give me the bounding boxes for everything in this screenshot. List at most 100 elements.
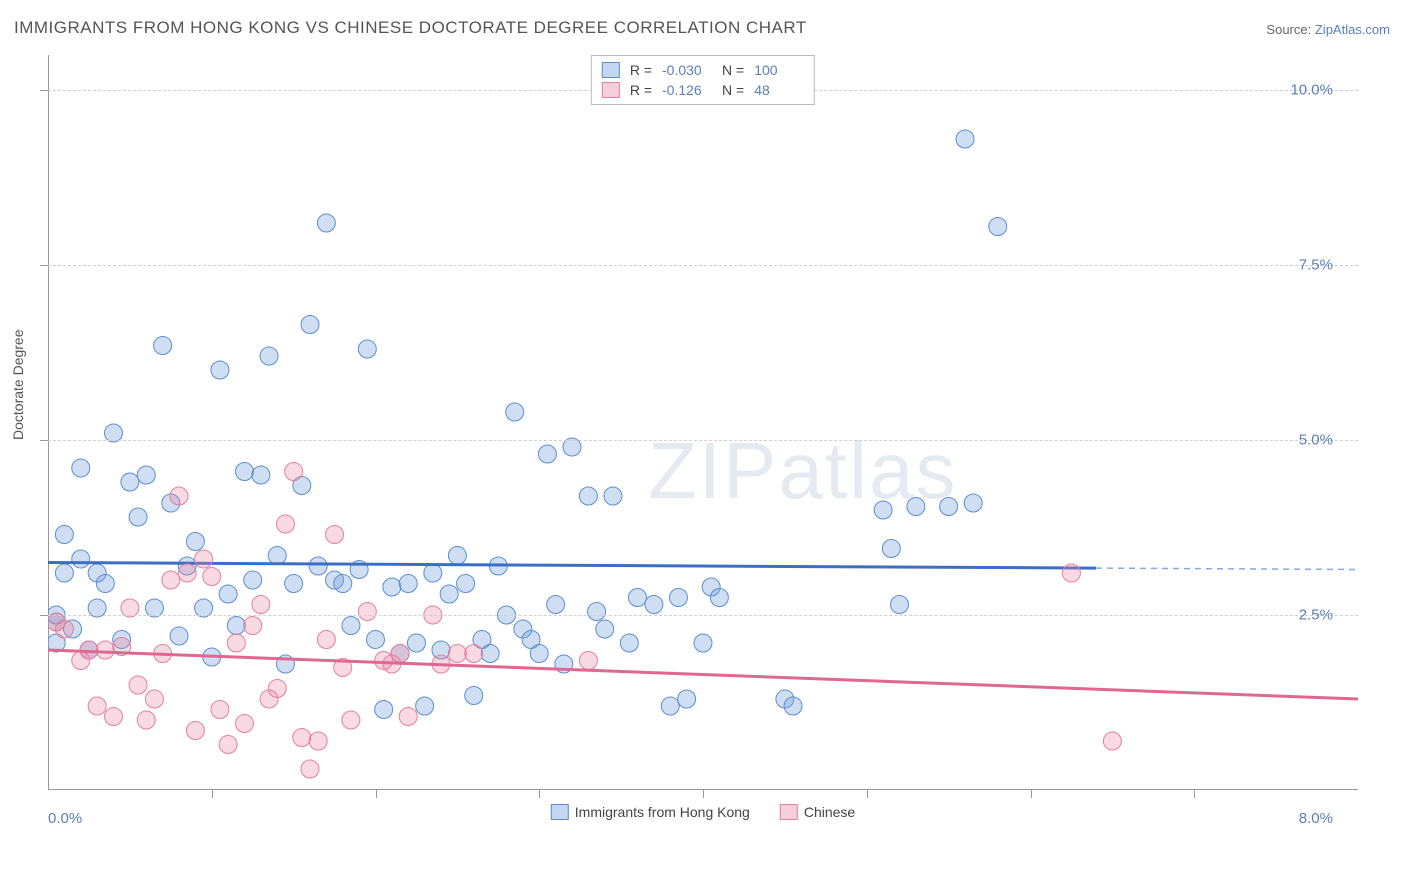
data-point (588, 603, 606, 621)
data-point (227, 617, 245, 635)
data-point (55, 564, 73, 582)
data-point (465, 645, 483, 663)
data-point (301, 316, 319, 334)
data-point (874, 501, 892, 519)
data-point (620, 634, 638, 652)
data-point (170, 627, 188, 645)
data-point (236, 463, 254, 481)
data-point (424, 564, 442, 582)
trend-line-dashed (1096, 568, 1358, 569)
data-point (964, 494, 982, 512)
data-point (137, 466, 155, 484)
legend-item-cn: Chinese (780, 804, 855, 820)
data-point (1103, 732, 1121, 750)
plot-area: R = -0.030 N = 100 R = -0.126 N = 48 ZIP… (48, 55, 1358, 825)
data-point (317, 631, 335, 649)
data-point (481, 645, 499, 663)
data-point (268, 680, 286, 698)
legend-n-value-cn: 48 (754, 82, 804, 98)
legend-n-label: N = (722, 62, 744, 78)
data-point (358, 603, 376, 621)
legend-r-label: R = (630, 82, 652, 98)
legend-swatch-hk (602, 62, 620, 78)
source-attribution: Source: ZipAtlas.com (1266, 22, 1390, 37)
data-point (399, 575, 417, 593)
data-point (121, 473, 139, 491)
data-point (882, 540, 900, 558)
data-point (457, 575, 475, 593)
legend-label-cn: Chinese (804, 804, 855, 820)
data-point (105, 708, 123, 726)
legend-swatch-cn-icon (780, 804, 798, 820)
data-point (661, 697, 679, 715)
y-tick-label: 10.0% (1290, 82, 1333, 99)
data-point (96, 575, 114, 593)
legend-item-hk: Immigrants from Hong Kong (551, 804, 750, 820)
legend-n-label: N = (722, 82, 744, 98)
source-label: Source: (1266, 22, 1311, 37)
data-point (383, 578, 401, 596)
data-point (1062, 564, 1080, 582)
legend-row-hk: R = -0.030 N = 100 (602, 60, 804, 80)
data-point (260, 347, 278, 365)
data-point (170, 487, 188, 505)
data-point (285, 463, 303, 481)
data-point (55, 526, 73, 544)
data-point (129, 508, 147, 526)
data-point (891, 596, 909, 614)
data-point (399, 708, 417, 726)
legend-r-value-hk: -0.030 (662, 62, 712, 78)
data-point (96, 641, 114, 659)
data-point (596, 620, 614, 638)
data-point (358, 340, 376, 358)
legend-label-hk: Immigrants from Hong Kong (575, 804, 750, 820)
data-point (579, 652, 597, 670)
data-point (407, 634, 425, 652)
data-point (940, 498, 958, 516)
data-point (227, 634, 245, 652)
data-point (784, 697, 802, 715)
data-point (629, 589, 647, 607)
x-tick (703, 790, 704, 798)
data-point (219, 585, 237, 603)
data-point (244, 571, 262, 589)
data-point (211, 361, 229, 379)
data-point (326, 526, 344, 544)
data-point (309, 557, 327, 575)
data-point (285, 575, 303, 593)
data-point (530, 645, 548, 663)
x-tick (539, 790, 540, 798)
data-point (506, 403, 524, 421)
y-tick-label: 7.5% (1299, 257, 1333, 274)
data-point (710, 589, 728, 607)
data-point (907, 498, 925, 516)
y-axis-label: Doctorate Degree (10, 329, 26, 440)
data-point (956, 130, 974, 148)
data-point (367, 631, 385, 649)
data-point (645, 596, 663, 614)
data-point (252, 466, 270, 484)
data-point (448, 547, 466, 565)
data-point (186, 722, 204, 740)
data-point (547, 596, 565, 614)
x-tick-label-right: 8.0% (1299, 810, 1333, 827)
data-point (989, 218, 1007, 236)
data-point (604, 487, 622, 505)
data-point (88, 697, 106, 715)
x-tick-label-left: 0.0% (48, 810, 82, 827)
data-point (276, 515, 294, 533)
data-point (678, 690, 696, 708)
data-point (154, 337, 172, 355)
x-tick (867, 790, 868, 798)
data-point (334, 575, 352, 593)
gridline (48, 265, 1358, 266)
x-tick (1194, 790, 1195, 798)
data-point (465, 687, 483, 705)
x-tick (1031, 790, 1032, 798)
data-point (244, 617, 262, 635)
data-point (203, 568, 221, 586)
data-point (211, 701, 229, 719)
y-tick-label: 2.5% (1299, 607, 1333, 624)
source-link[interactable]: ZipAtlas.com (1315, 22, 1390, 37)
data-point (219, 736, 237, 754)
